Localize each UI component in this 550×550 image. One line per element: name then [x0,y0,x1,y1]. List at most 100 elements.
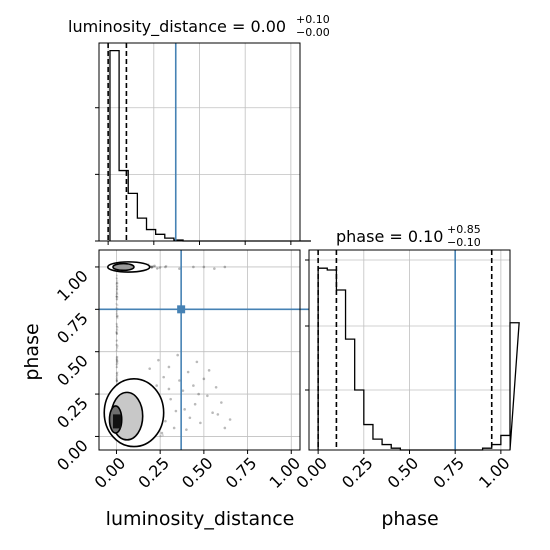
scatter-point [115,379,118,382]
contour-core-lower [112,414,121,429]
scatter-point [115,356,118,359]
scatter-point [192,384,195,387]
hist1-title-sub: −0.00 [296,26,330,39]
scatter-point [115,344,118,347]
scatter-point [178,379,181,382]
scatter-point [116,347,119,350]
scatter-point [115,363,118,367]
scatter-point [115,282,118,285]
scatter-point [115,380,119,383]
scatter-point [116,329,119,332]
scatter-point [202,377,206,381]
scatter-point [115,331,118,335]
scatter-point [115,339,119,342]
scatter-point [115,330,118,333]
scatter-point [115,349,118,352]
scatter-point [115,375,118,378]
scatter-point [153,265,157,268]
scatter-point [116,282,119,285]
scatter-point [115,363,118,366]
scatter-point [115,377,118,380]
scatter-point [116,345,119,348]
scatter-point [115,313,118,316]
scatter-point [115,306,118,309]
joint-xtick-label-2: 0.50 [178,453,217,492]
scatter-point [116,284,119,288]
scatter-point [192,265,195,269]
scatter-point [150,265,153,269]
scatter-point [172,426,176,430]
scatter-point [160,431,164,435]
scatter-point [116,374,119,377]
scatter-point [181,389,185,392]
scatter-point [155,384,158,387]
scatter-point [115,379,118,382]
scatter-point [116,362,119,365]
scatter-point [115,298,118,301]
scatter-point [115,366,119,369]
scatter-point [164,419,167,423]
scatter-point [115,378,119,381]
hist2-xtick-label-3: 0.75 [429,453,468,492]
scatter-point [167,387,171,391]
scatter-point [115,323,118,326]
scatter-point [116,355,119,358]
scatter-point [115,295,118,298]
scatter-point [115,325,119,328]
scatter-point [116,286,119,289]
scatter-point [153,264,156,267]
hist2-title-text: phase = 0.10 [336,227,443,246]
scatter-point [206,394,209,398]
hist1-step-line [109,49,311,242]
scatter-point [216,413,220,416]
scatter-point [150,266,154,269]
contour-inner-upper [112,262,135,272]
scatter-point [115,343,118,346]
joint-ytick-label-2: 0.50 [53,351,92,390]
scatter-point [188,416,192,420]
scatter-point [115,379,118,383]
hist1-title-sup: +0.10 [296,13,330,26]
scatter-point [115,290,118,293]
scatter-point [115,277,118,280]
scatter-point [116,344,119,347]
scatter-point [116,314,119,317]
scatter-point [115,360,118,363]
joint-truth-marker [177,305,186,314]
scatter-point [167,365,171,369]
scatter-point [115,357,118,361]
hist2-step-line [317,267,520,451]
scatter-point [156,267,159,270]
scatter-point [115,332,118,336]
joint-ytick-label-4: 1.00 [53,266,92,305]
scatter-point [164,265,167,269]
scatter-point [115,315,119,318]
scatter-point [155,267,159,270]
scatter-point [115,283,118,286]
scatter-point [115,328,119,331]
scatter-point [162,375,165,379]
joint-ytick-label-3: 0.75 [53,309,92,348]
hist2-xtick-label-2: 0.50 [384,453,423,492]
scatter-point [228,418,232,421]
joint-frame [98,249,301,451]
scatter-point [115,359,119,362]
scatter-point [214,385,218,389]
scatter-point [116,298,119,301]
hist2-xtick-label-1: 0.25 [338,453,377,492]
scatter-point [174,409,178,413]
scatter-point [159,265,162,269]
hist1-frame [98,42,301,242]
joint-xtick-label-3: 0.75 [222,453,261,492]
hist2-frame [308,249,511,451]
scatter-point [116,373,119,376]
scatter-point [220,401,223,404]
scatter-point [223,426,227,430]
scatter-point [115,325,118,328]
joint-scatter-panel: 0.00 0.25 0.50 0.75 1.000.000.250.500.751.00 [53,249,309,492]
joint-xtick-label-1: 0.25 [134,453,173,492]
scatter-point [115,339,118,342]
scatter-point [159,434,162,438]
scatter-point [116,315,119,318]
